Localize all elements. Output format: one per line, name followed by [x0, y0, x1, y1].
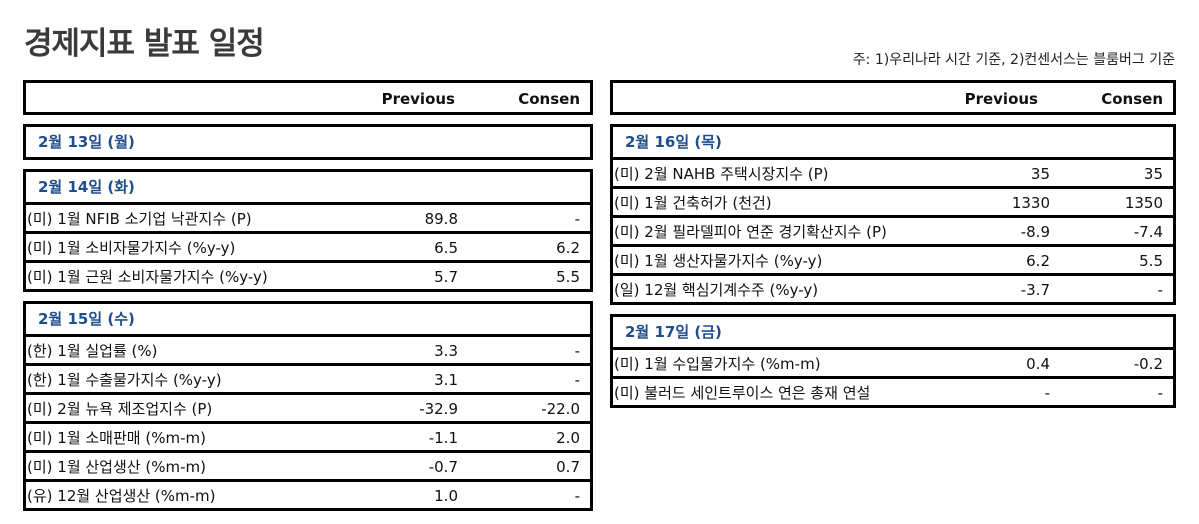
previous-header: Previous — [964, 90, 1038, 108]
consensus-value: 0.7 — [556, 458, 580, 476]
indicator-name: (유) 12월 산업생산 (%m-m) — [27, 487, 216, 505]
previous-value: -32.9 — [419, 400, 458, 418]
previous-value: 35 — [1030, 165, 1050, 183]
consensus-value: - — [574, 210, 580, 228]
indicator-name: (미) 2월 뉴욕 제조업지수 (P) — [27, 400, 213, 418]
consensus-value: -22.0 — [541, 400, 580, 418]
previous-header: Previous — [381, 90, 455, 108]
consensus-value: 35 — [1143, 165, 1163, 183]
column-header: Previous Consen — [23, 80, 593, 115]
indicator-row: (유) 12월 산업생산 (%m-m) 1.0 - — [26, 479, 590, 508]
indicator-row: (미) 1월 수입물가지수 (%m-m) 0.4 -0.2 — [613, 347, 1173, 376]
indicator-row: (한) 1월 실업률 (%) 3.3 - — [26, 334, 590, 363]
previous-value: 0.4 — [1026, 355, 1050, 373]
previous-value: -3.7 — [1020, 281, 1050, 299]
consensus-value: 1350 — [1124, 194, 1163, 212]
consensus-value: 6.2 — [556, 239, 580, 257]
indicator-row: (미) 1월 소매판매 (%m-m) -1.1 2.0 — [26, 421, 590, 450]
indicator-name: (미) 1월 산업생산 (%m-m) — [27, 458, 206, 476]
previous-value: 3.1 — [434, 371, 458, 389]
indicator-name: (일) 12월 핵심기계수주 (%y-y) — [614, 281, 819, 299]
indicator-row: (미) 1월 NFIB 소기업 낙관지수 (P) 89.8 - — [26, 202, 590, 231]
date-heading: 2월 14일 (화) — [38, 178, 135, 196]
indicator-name: (미) 1월 소비자물가지수 (%y-y) — [27, 239, 236, 257]
previous-value: 6.2 — [1026, 252, 1050, 270]
previous-value: 5.7 — [434, 268, 458, 286]
indicator-row: (한) 1월 수출물가지수 (%y-y) 3.1 - — [26, 363, 590, 392]
consensus-value: 2.0 — [556, 429, 580, 447]
previous-value: 89.8 — [424, 210, 458, 228]
indicator-name: (미) 불러드 세인트루이스 연은 총재 연설 — [614, 384, 871, 402]
indicator-row: (미) 2월 필라델피아 연준 경기확산지수 (P) -8.9 -7.4 — [613, 215, 1173, 244]
footnote: 주: 1)우리나라 시간 기준, 2)컨센서스는 블룸버그 기준 — [852, 52, 1175, 68]
consensus-value: - — [574, 487, 580, 505]
indicator-row: (미) 1월 근원 소비자물가지수 (%y-y) 5.7 5.5 — [26, 260, 590, 289]
date-section: 2월 16일 (목) (미) 2월 NAHB 주택시장지수 (P) 35 35 (미) … — [610, 124, 1176, 305]
indicator-name: (미) 1월 생산자물가지수 (%y-y) — [614, 252, 823, 270]
date-heading: 2월 13일 (월) — [38, 133, 135, 151]
consensus-value: - — [1157, 384, 1163, 402]
column-header: Previous Consen — [610, 80, 1176, 115]
date-heading: 2월 17일 (금) — [625, 323, 722, 341]
previous-value: -0.7 — [428, 458, 458, 476]
indicator-row: (미) 1월 생산자물가지수 (%y-y) 6.2 5.5 — [613, 244, 1173, 273]
indicator-name: (미) 1월 소매판매 (%m-m) — [27, 429, 206, 447]
indicator-row: (미) 불러드 세인트루이스 연은 총재 연설 - - — [613, 376, 1173, 405]
right-panel: Previous Consen 2월 16일 (목) (미) 2월 NAHB 주택… — [610, 80, 1176, 408]
indicator-row: (미) 1월 산업생산 (%m-m) -0.7 0.7 — [26, 450, 590, 479]
date-section: 2월 13일 (월) — [23, 124, 593, 160]
consensus-header: Consen — [518, 90, 580, 108]
consensus-value: 5.5 — [556, 268, 580, 286]
indicator-name: (미) 1월 건축허가 (천건) — [614, 194, 772, 212]
indicator-name: (미) 2월 NAHB 주택시장지수 (P) — [614, 165, 829, 183]
indicator-row: (미) 2월 NAHB 주택시장지수 (P) 35 35 — [613, 157, 1173, 186]
left-panel: Previous Consen 2월 13일 (월) 2월 14일 (화) (미) … — [23, 80, 593, 511]
consensus-header: Consen — [1101, 90, 1163, 108]
indicator-name: (한) 1월 실업률 (%) — [27, 342, 158, 360]
indicator-row: (일) 12월 핵심기계수주 (%y-y) -3.7 - — [613, 273, 1173, 302]
date-heading: 2월 15일 (수) — [38, 310, 135, 328]
previous-value: 1.0 — [434, 487, 458, 505]
consensus-value: -7.4 — [1133, 223, 1163, 241]
page-title: 경제지표 발표 일정 — [24, 26, 265, 62]
indicator-name: (미) 2월 필라델피아 연준 경기확산지수 (P) — [614, 223, 887, 241]
indicator-name: (미) 1월 근원 소비자물가지수 (%y-y) — [27, 268, 268, 286]
date-heading: 2월 16일 (목) — [625, 133, 722, 151]
date-section: 2월 15일 (수) (한) 1월 실업률 (%) 3.3- (한) 1월 수출물가지… — [23, 301, 593, 511]
consensus-value: - — [1157, 281, 1163, 299]
consensus-value: - — [574, 371, 580, 389]
indicator-row: (미) 1월 건축허가 (천건) 1330 1350 — [613, 186, 1173, 215]
indicator-row: (미) 2월 뉴욕 제조업지수 (P) -32.9 -22.0 — [26, 392, 590, 421]
indicator-row: (미) 1월 소비자물가지수 (%y-y) 6.5 6.2 — [26, 231, 590, 260]
previous-value: -8.9 — [1020, 223, 1050, 241]
date-section: 2월 17일 (금) (미) 1월 수입물가지수 (%m-m) 0.4 -0.2 (미)… — [610, 314, 1176, 408]
consensus-value: 5.5 — [1139, 252, 1163, 270]
previous-value: -1.1 — [428, 429, 458, 447]
previous-value: 3.3 — [434, 342, 458, 360]
previous-value: 1330 — [1011, 194, 1050, 212]
previous-value: 6.5 — [434, 239, 458, 257]
date-section: 2월 14일 (화) (미) 1월 NFIB 소기업 낙관지수 (P) 89.8-(… — [23, 169, 593, 292]
previous-value: - — [1044, 384, 1050, 402]
indicator-name: (미) 1월 수입물가지수 (%m-m) — [614, 355, 821, 373]
indicator-name: (미) 1월 NFIB 소기업 낙관지수 (P) — [27, 210, 252, 228]
consensus-value: -0.2 — [1133, 355, 1163, 373]
indicator-name: (한) 1월 수출물가지수 (%y-y) — [27, 371, 222, 389]
consensus-value: - — [574, 342, 580, 360]
